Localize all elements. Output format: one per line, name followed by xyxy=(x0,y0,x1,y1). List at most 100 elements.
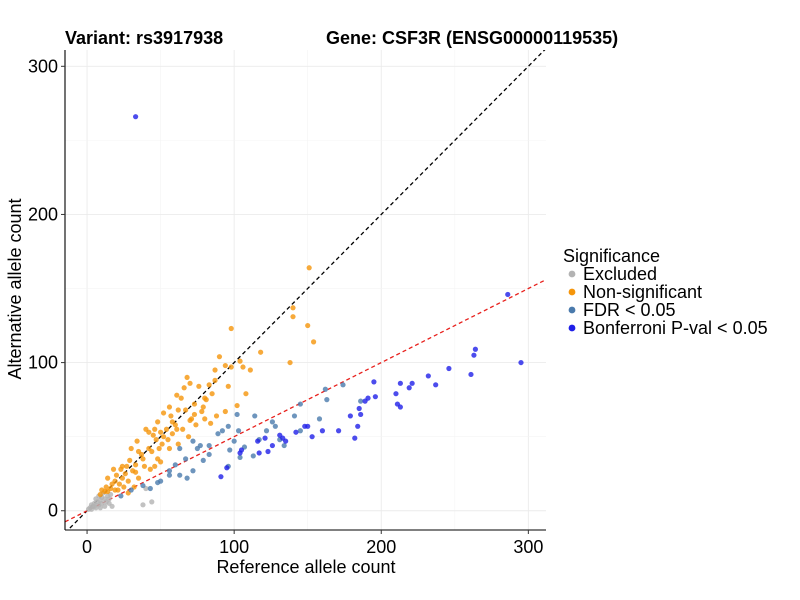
data-point xyxy=(237,450,243,456)
data-point xyxy=(216,354,223,360)
series-excluded xyxy=(85,485,155,512)
data-point xyxy=(393,391,399,397)
chart-title-gene: Gene: CSF3R (ENSG00000119535) xyxy=(326,28,618,48)
data-point xyxy=(149,499,155,505)
data-point xyxy=(200,457,206,463)
data-point xyxy=(222,362,228,369)
data-point xyxy=(99,487,105,493)
data-point xyxy=(155,456,161,462)
data-point xyxy=(172,462,178,468)
data-point xyxy=(166,445,173,452)
data-point xyxy=(178,395,184,401)
data-point xyxy=(174,392,180,398)
data-point xyxy=(281,442,287,449)
data-point xyxy=(218,474,224,480)
data-point xyxy=(196,383,202,389)
data-point xyxy=(140,502,146,508)
data-point xyxy=(199,408,205,415)
data-point xyxy=(141,463,148,469)
data-point xyxy=(231,438,237,444)
data-point xyxy=(206,442,212,449)
data-point xyxy=(472,346,478,352)
data-point xyxy=(185,434,192,440)
data-point xyxy=(128,445,134,452)
y-tick-label: 0 xyxy=(48,501,58,521)
data-point xyxy=(200,404,206,410)
data-point xyxy=(228,364,234,370)
data-point xyxy=(97,505,103,511)
data-point xyxy=(146,445,152,452)
data-point xyxy=(227,447,233,453)
data-point xyxy=(177,445,183,452)
data-point xyxy=(155,419,161,425)
tick-labels: 0 100 200 300 0 100 200 300 xyxy=(28,56,543,557)
data-point xyxy=(183,407,189,413)
legend-label: Excluded xyxy=(583,264,657,284)
data-point xyxy=(335,428,342,434)
legend-label: Bonferroni P-val < 0.05 xyxy=(583,318,768,338)
data-point xyxy=(128,487,134,493)
data-point xyxy=(208,420,214,426)
data-point xyxy=(91,503,98,509)
data-point xyxy=(181,385,187,391)
data-point xyxy=(202,395,208,401)
data-point xyxy=(116,481,123,487)
data-point xyxy=(505,291,511,298)
data-point xyxy=(125,478,131,484)
data-point xyxy=(272,423,278,429)
data-point xyxy=(175,407,181,413)
data-point xyxy=(212,377,218,383)
data-point xyxy=(175,441,181,447)
legend-swatch xyxy=(568,288,576,296)
data-point xyxy=(433,382,439,388)
data-point xyxy=(158,478,164,484)
data-point xyxy=(193,422,199,428)
axes xyxy=(64,50,546,531)
data-point xyxy=(247,367,253,373)
legend-swatch xyxy=(568,324,576,332)
data-point xyxy=(166,472,173,478)
data-point xyxy=(85,506,92,512)
data-point xyxy=(134,438,140,444)
legend-title: Significance xyxy=(563,246,660,266)
data-point xyxy=(409,380,415,386)
data-point xyxy=(187,417,193,423)
data-point xyxy=(277,432,283,438)
data-point xyxy=(362,398,368,404)
data-point xyxy=(240,364,246,370)
x-axis-title: Reference allele count xyxy=(216,557,395,577)
data-point xyxy=(224,465,230,471)
x-tick-label: 100 xyxy=(219,537,249,557)
data-point xyxy=(262,435,268,441)
data-point xyxy=(133,469,139,475)
data-point xyxy=(297,428,303,434)
data-point xyxy=(290,305,296,311)
data-point xyxy=(133,462,139,468)
data-point xyxy=(152,426,158,432)
reference-lines xyxy=(65,50,546,530)
data-point xyxy=(206,451,212,458)
data-point xyxy=(256,450,262,456)
data-point xyxy=(340,382,346,388)
data-point xyxy=(234,411,240,418)
data-point xyxy=(305,322,311,329)
data-point xyxy=(319,428,326,434)
data-point xyxy=(237,358,243,364)
data-point xyxy=(97,491,103,498)
data-point xyxy=(306,265,312,271)
data-point xyxy=(222,408,228,415)
legend-swatch xyxy=(568,270,576,278)
data-point xyxy=(109,503,115,509)
data-point xyxy=(446,365,452,372)
data-point xyxy=(225,423,231,429)
data-point xyxy=(103,484,109,490)
data-point xyxy=(110,466,117,472)
data-point xyxy=(191,411,198,418)
data-point xyxy=(310,339,317,345)
data-point xyxy=(324,397,330,403)
data-point xyxy=(194,445,200,452)
data-point xyxy=(316,416,323,422)
data-point xyxy=(147,466,153,472)
series-fdr-0-05 xyxy=(118,382,364,499)
